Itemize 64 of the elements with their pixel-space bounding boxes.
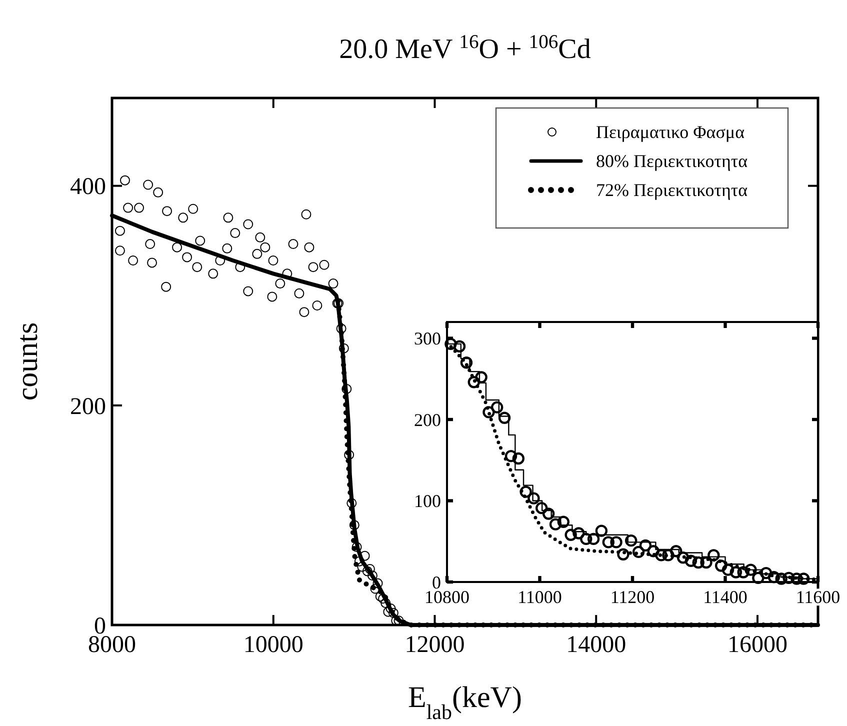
point (580, 532, 592, 546)
point (790, 572, 803, 585)
point (639, 539, 652, 552)
point (475, 371, 488, 384)
y-tick-label: 100 (414, 491, 441, 512)
y-axis-title: counts (11, 322, 44, 401)
point (564, 528, 577, 541)
x-tick-label: 12000 (404, 632, 465, 658)
y-tick-label: 0 (432, 572, 441, 592)
point (536, 502, 548, 514)
point (504, 450, 518, 462)
y-tick-label: 300 (414, 328, 441, 349)
point (722, 564, 734, 576)
x-tick-label: 16000 (727, 632, 788, 658)
point (572, 527, 585, 540)
point (498, 412, 511, 424)
point (752, 572, 764, 584)
x-tick-label: 10000 (243, 632, 304, 658)
point (557, 516, 570, 528)
point (760, 566, 772, 580)
point (708, 549, 720, 562)
point (595, 524, 608, 537)
point (700, 556, 712, 569)
point (625, 534, 638, 547)
x-tick-label: 11000 (518, 587, 562, 607)
legend-label: 80% Περιεκτικοτητα (596, 151, 748, 171)
point (468, 376, 480, 388)
point (662, 549, 674, 562)
point (512, 452, 525, 465)
point (692, 556, 704, 569)
point (714, 560, 728, 572)
x-tick-label: 11200 (610, 587, 655, 607)
point (453, 340, 466, 352)
x-axis-title: E$_{lab}$(keV) (408, 681, 522, 724)
point (744, 564, 757, 576)
y-tick-label: 200 (414, 410, 441, 430)
point (610, 536, 622, 548)
point (549, 518, 562, 530)
point (647, 545, 660, 558)
point (617, 548, 630, 560)
point (520, 486, 532, 498)
x-tick-label: 14000 (566, 632, 626, 658)
point (632, 546, 645, 558)
point (587, 532, 600, 546)
point (775, 572, 788, 585)
point (460, 356, 473, 369)
chart-title: 20.0 MeV $^{16}$O + $^{106}$Cd (339, 32, 591, 65)
point (737, 566, 750, 578)
point (798, 572, 810, 585)
point (730, 566, 742, 578)
y-tick-label: 400 (70, 174, 106, 200)
y-tick-label: 200 (70, 394, 106, 420)
point (482, 406, 495, 418)
legend-label: Πειραματικο Φασμα (596, 122, 746, 142)
point (684, 554, 698, 567)
point (655, 549, 668, 562)
legend-label: 72% Περιεκτικοτητα (596, 180, 748, 200)
x-tick-label: 11400 (703, 587, 748, 607)
point (490, 401, 504, 414)
point (602, 536, 614, 548)
point (670, 545, 682, 558)
point (542, 508, 555, 520)
point (676, 552, 690, 564)
point (528, 492, 540, 504)
